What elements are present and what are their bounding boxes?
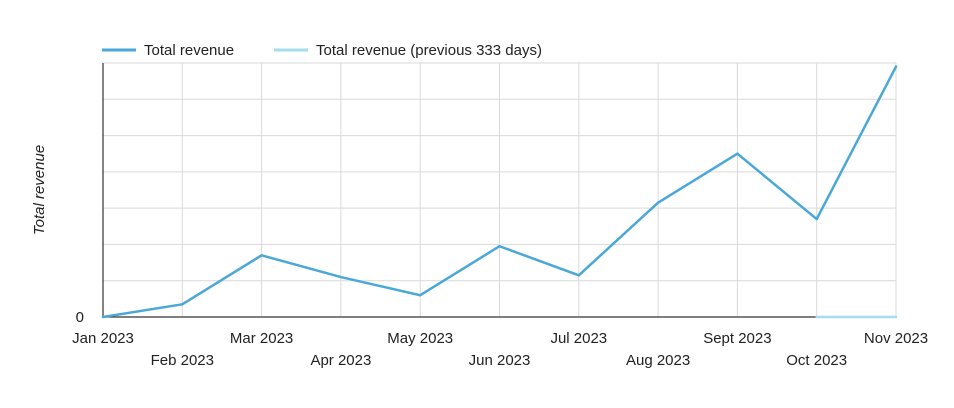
grid xyxy=(103,62,897,317)
x-tick-label: Sept 2023 xyxy=(703,330,771,347)
x-tick-label: Aug 2023 xyxy=(626,352,690,369)
series-layer xyxy=(101,65,898,319)
y-tick-label-0: 0 xyxy=(76,309,84,326)
x-tick-label: Jul 2023 xyxy=(550,330,607,347)
y-axis-label: Total revenue xyxy=(31,145,48,235)
data-point xyxy=(815,315,818,319)
data-point xyxy=(101,315,105,319)
data-point xyxy=(894,65,898,68)
data-point xyxy=(736,152,739,155)
data-point xyxy=(815,217,818,221)
data-point xyxy=(656,201,660,204)
data-point xyxy=(339,275,343,279)
x-tick-label: Jun 2023 xyxy=(469,352,531,369)
x-tick-label: Nov 2023 xyxy=(864,330,928,347)
data-point xyxy=(260,254,263,257)
legend-label-total-revenue: Total revenue xyxy=(144,42,234,59)
data-point xyxy=(577,274,580,277)
x-tick-label: Feb 2023 xyxy=(151,352,214,369)
axes xyxy=(102,63,896,318)
data-point xyxy=(181,303,184,306)
x-tick-label: May 2023 xyxy=(387,330,453,347)
x-tick-label: Oct 2023 xyxy=(786,352,847,369)
x-tick-label: Apr 2023 xyxy=(310,352,371,369)
data-point xyxy=(419,294,422,297)
legend: Total revenue Total revenue (previous 33… xyxy=(102,42,542,59)
x-tick-label: Jan 2023 xyxy=(72,330,134,347)
legend-label-previous-revenue: Total revenue (previous 333 days) xyxy=(316,42,542,59)
x-tick-labels: Jan 2023 Feb 2023 Mar 2023 Apr 2023 May 2023… xyxy=(72,330,928,369)
x-tick-label: Mar 2023 xyxy=(230,330,293,347)
data-point xyxy=(498,245,501,248)
data-point xyxy=(894,315,898,319)
